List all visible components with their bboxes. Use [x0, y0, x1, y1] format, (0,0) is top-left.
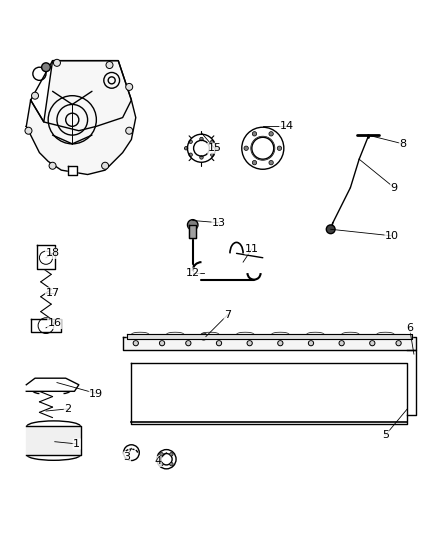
- Circle shape: [278, 341, 283, 346]
- Text: 3: 3: [124, 452, 131, 462]
- Text: 19: 19: [89, 389, 103, 399]
- Circle shape: [49, 162, 56, 169]
- Text: 8: 8: [399, 139, 406, 149]
- Circle shape: [53, 59, 60, 66]
- Circle shape: [189, 140, 192, 143]
- Text: 14: 14: [280, 122, 294, 131]
- Text: 5: 5: [382, 430, 389, 440]
- Circle shape: [126, 127, 133, 134]
- Text: 4: 4: [154, 456, 161, 466]
- Polygon shape: [189, 225, 196, 238]
- Text: 11: 11: [245, 244, 259, 254]
- Polygon shape: [26, 426, 81, 455]
- Circle shape: [396, 341, 401, 346]
- Circle shape: [160, 463, 163, 466]
- Text: 10: 10: [385, 231, 399, 241]
- Circle shape: [25, 127, 32, 134]
- Circle shape: [189, 153, 192, 157]
- Circle shape: [32, 92, 39, 99]
- Text: 15: 15: [208, 143, 222, 154]
- Circle shape: [200, 333, 207, 340]
- Circle shape: [133, 341, 138, 346]
- Text: 7: 7: [224, 310, 231, 320]
- Circle shape: [339, 341, 344, 346]
- Text: 6: 6: [406, 323, 413, 333]
- Circle shape: [269, 132, 273, 136]
- Circle shape: [184, 147, 188, 150]
- Circle shape: [252, 132, 257, 136]
- Circle shape: [269, 160, 273, 165]
- Circle shape: [215, 147, 219, 150]
- Text: 9: 9: [391, 183, 398, 192]
- Circle shape: [247, 341, 252, 346]
- Circle shape: [186, 341, 191, 346]
- Circle shape: [102, 162, 109, 169]
- Polygon shape: [37, 245, 55, 269]
- Circle shape: [170, 453, 173, 456]
- Circle shape: [308, 341, 314, 346]
- Polygon shape: [31, 61, 131, 131]
- Polygon shape: [31, 319, 61, 332]
- Circle shape: [106, 61, 113, 69]
- Circle shape: [187, 220, 198, 230]
- Text: 2: 2: [64, 404, 71, 414]
- Polygon shape: [123, 336, 416, 424]
- Circle shape: [200, 138, 203, 141]
- Circle shape: [370, 341, 375, 346]
- Circle shape: [211, 140, 214, 143]
- Circle shape: [170, 463, 173, 466]
- Circle shape: [200, 156, 203, 159]
- Text: 17: 17: [46, 288, 60, 298]
- Polygon shape: [26, 61, 136, 174]
- Circle shape: [252, 160, 257, 165]
- Polygon shape: [127, 334, 412, 339]
- Text: 1: 1: [73, 439, 80, 449]
- Polygon shape: [68, 166, 77, 174]
- Text: 13: 13: [212, 217, 226, 228]
- Text: 12: 12: [186, 268, 200, 278]
- Circle shape: [211, 153, 214, 157]
- Polygon shape: [131, 363, 407, 424]
- Circle shape: [126, 84, 133, 91]
- Circle shape: [244, 146, 248, 150]
- Circle shape: [159, 341, 165, 346]
- Text: 18: 18: [46, 248, 60, 259]
- Text: 16: 16: [48, 318, 62, 328]
- Circle shape: [277, 146, 282, 150]
- Polygon shape: [123, 336, 416, 350]
- Circle shape: [216, 341, 222, 346]
- Circle shape: [160, 453, 163, 456]
- Circle shape: [42, 63, 50, 71]
- Circle shape: [326, 225, 335, 233]
- Polygon shape: [26, 378, 79, 391]
